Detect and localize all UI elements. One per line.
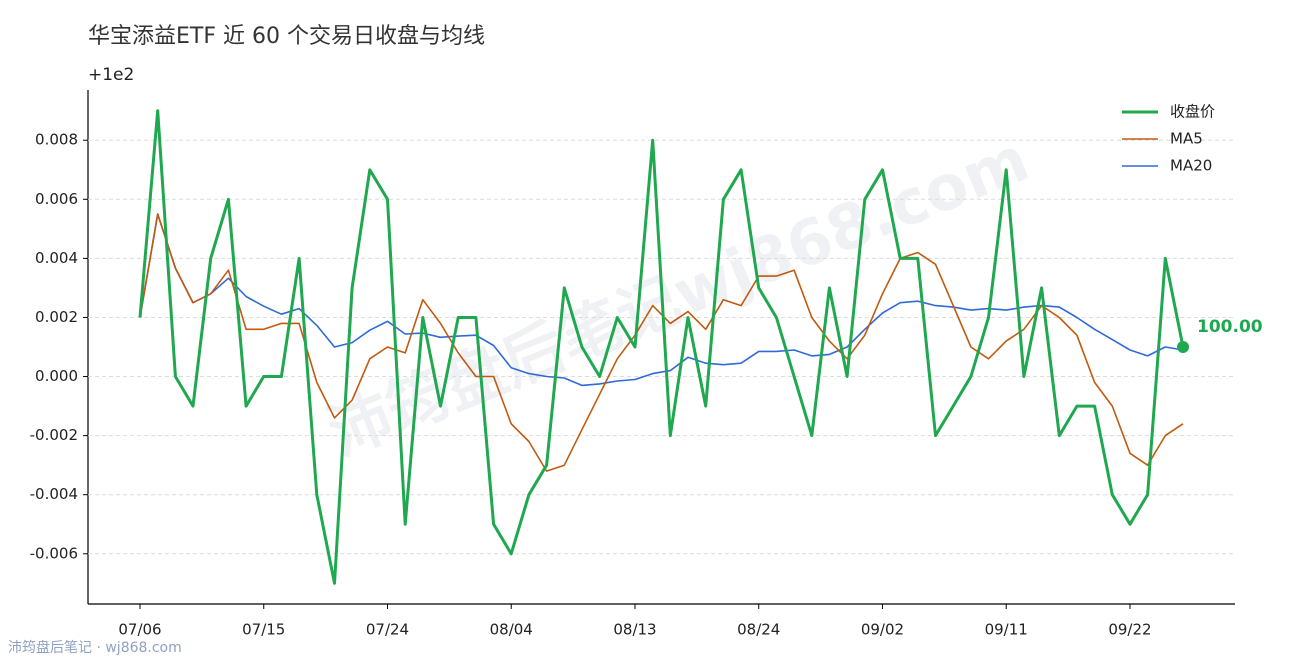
x-tick-label: 09/02 bbox=[861, 621, 904, 639]
y-tick-label: -0.004 bbox=[30, 485, 78, 503]
last-value-label: 100.00 bbox=[1197, 317, 1263, 337]
legend-label: MA20 bbox=[1170, 157, 1212, 175]
x-tick-label: 07/24 bbox=[366, 621, 409, 639]
y-tick-label: -0.002 bbox=[30, 426, 78, 444]
series-line bbox=[139, 213, 1184, 387]
axis-offset: +1e2 bbox=[88, 65, 134, 85]
x-tick-label: 07/15 bbox=[242, 621, 285, 639]
y-tick-label: 0.002 bbox=[35, 308, 78, 326]
last-point bbox=[1177, 341, 1189, 353]
y-tick-label: 0.000 bbox=[35, 367, 78, 385]
series-line bbox=[138, 109, 1185, 585]
y-tick-label: 0.006 bbox=[35, 190, 78, 208]
x-tick-label: 08/13 bbox=[613, 621, 656, 639]
y-tick-label: -0.006 bbox=[30, 544, 78, 562]
x-tick-label: 08/24 bbox=[737, 621, 780, 639]
y-tick-label: 0.004 bbox=[35, 249, 78, 267]
x-tick-label: 09/22 bbox=[1108, 621, 1151, 639]
x-tick-label: 09/11 bbox=[985, 621, 1028, 639]
footer: 沛筠盘后笔记 · wj868.com bbox=[8, 639, 182, 656]
watermark: 沛筠盘后笔记wj868.com bbox=[318, 122, 1038, 470]
legend-label: MA5 bbox=[1170, 130, 1203, 148]
x-tick-label: 08/04 bbox=[490, 621, 533, 639]
legend-label: 收盘价 bbox=[1170, 103, 1215, 121]
x-tick-label: 07/06 bbox=[118, 621, 161, 639]
chart-title: 华宝添益ETF 近 60 个交易日收盘与均线 bbox=[88, 24, 485, 49]
series-line bbox=[139, 213, 1184, 472]
y-tick-label: 0.008 bbox=[35, 131, 78, 149]
